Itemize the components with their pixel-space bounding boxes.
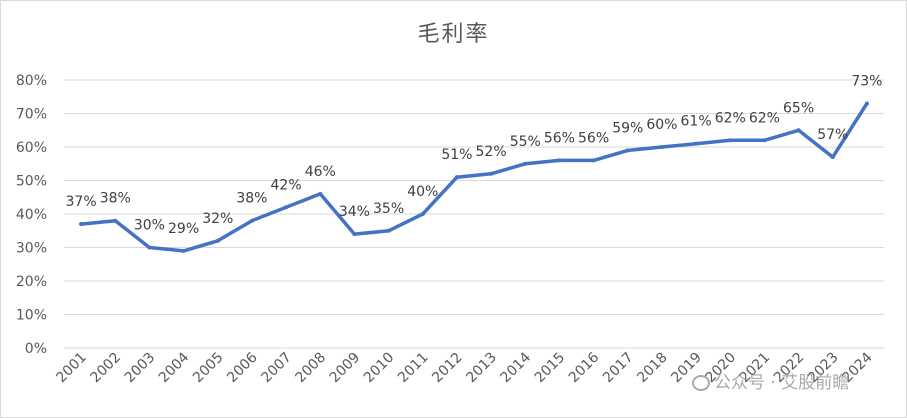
data-label: 65% <box>783 100 814 116</box>
data-point <box>728 138 733 143</box>
data-point <box>523 161 528 166</box>
x-tick-label: 2013 <box>463 350 500 387</box>
x-tick-label: 2017 <box>600 350 637 387</box>
data-label: 38% <box>236 191 267 207</box>
x-tick-label: 2004 <box>156 349 193 386</box>
data-label: 46% <box>305 164 336 180</box>
y-tick-label: 30% <box>16 241 47 257</box>
x-tick-label: 2001 <box>53 350 90 387</box>
y-tick-label: 50% <box>16 174 47 190</box>
data-label: 32% <box>202 211 233 227</box>
x-tick-label: 2006 <box>224 349 261 386</box>
data-point <box>591 158 596 163</box>
data-point <box>215 238 220 243</box>
data-point <box>386 228 391 233</box>
x-tick-label: 2011 <box>395 350 432 387</box>
data-label: 60% <box>646 117 677 133</box>
data-point <box>284 205 289 210</box>
data-point <box>79 222 84 227</box>
data-point <box>864 101 869 106</box>
data-label: 73% <box>851 73 882 89</box>
data-label: 62% <box>749 110 780 126</box>
x-tick-label: 2002 <box>88 350 125 387</box>
watermark-text: 公众号 · 艾股前瞻 <box>714 373 850 393</box>
data-label: 62% <box>715 110 746 126</box>
x-tick-label: 2015 <box>532 350 569 387</box>
y-tick-label: 0% <box>25 341 47 357</box>
data-point <box>762 138 767 143</box>
data-label: 38% <box>100 191 131 207</box>
data-label: 57% <box>817 127 848 143</box>
x-tick-label: 2009 <box>327 350 364 387</box>
data-label: 59% <box>612 120 643 136</box>
data-point <box>489 171 494 176</box>
data-point <box>113 218 118 223</box>
data-label: 37% <box>66 194 97 210</box>
data-point <box>249 218 254 223</box>
chart-title: 毛利率 <box>417 22 490 47</box>
x-tick-label: 2012 <box>429 350 466 387</box>
data-point <box>318 191 323 196</box>
data-label: 56% <box>544 130 575 146</box>
data-label: 56% <box>578 130 609 146</box>
x-tick-label: 2014 <box>498 349 535 386</box>
series-line <box>79 101 869 253</box>
data-label: 52% <box>476 144 507 160</box>
data-point <box>659 145 664 149</box>
y-tick-label: 20% <box>16 274 47 290</box>
wechat-icon <box>692 375 710 391</box>
data-point <box>694 141 699 146</box>
data-point <box>420 212 425 216</box>
data-label: 55% <box>510 134 541 150</box>
y-tick-label: 40% <box>16 207 47 223</box>
data-label: 42% <box>271 177 302 193</box>
y-tick-label: 80% <box>16 73 47 89</box>
data-point <box>830 155 835 160</box>
data-point <box>181 248 186 253</box>
y-tick-label: 10% <box>16 308 47 324</box>
x-tick-label: 2018 <box>634 350 671 387</box>
x-tick-label: 2010 <box>361 350 398 387</box>
x-tick-label: 2007 <box>258 350 295 387</box>
data-label: 30% <box>134 218 165 234</box>
data-point <box>147 245 152 250</box>
data-label: 40% <box>407 184 438 200</box>
data-label: 29% <box>168 221 199 237</box>
watermark: 公众号 · 艾股前瞻 <box>692 368 849 393</box>
data-point <box>454 175 459 180</box>
data-label: 51% <box>441 147 472 163</box>
data-point <box>625 148 630 153</box>
data-point <box>796 128 801 133</box>
data-label: 61% <box>681 114 712 130</box>
data-point <box>352 232 357 237</box>
y-tick-label: 60% <box>16 140 47 156</box>
y-tick-label: 70% <box>16 107 47 123</box>
x-tick-label: 2008 <box>293 350 330 387</box>
x-tick-label: 2003 <box>122 350 159 387</box>
x-tick-label: 2016 <box>566 349 603 386</box>
data-point <box>557 158 562 163</box>
x-tick-label: 2005 <box>190 350 227 387</box>
data-label: 34% <box>339 204 370 220</box>
data-label: 35% <box>373 201 404 217</box>
